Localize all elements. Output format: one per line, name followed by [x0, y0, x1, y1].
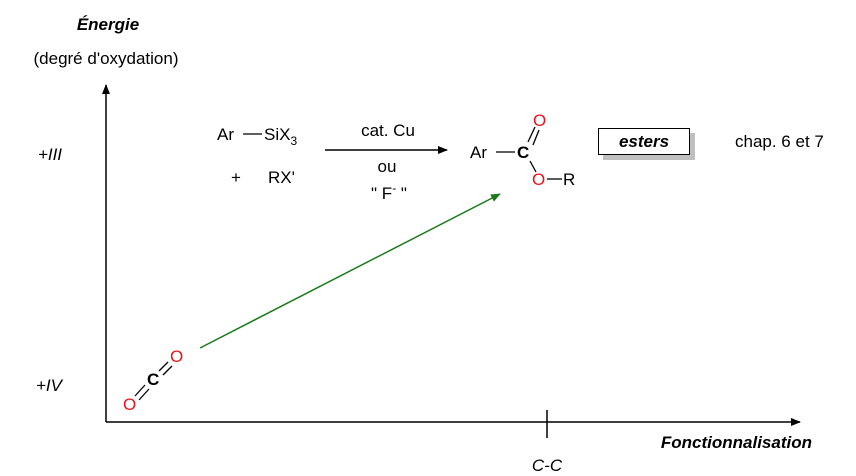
y-level-upper: +III — [38, 145, 62, 164]
x-tick-label: C-C — [532, 456, 563, 475]
product-carbon: C — [517, 143, 529, 162]
y-level-lower: +IV — [36, 376, 64, 395]
y-axis-subtitle: (degré d'oxydation) — [34, 49, 179, 68]
esters-badge-label: esters — [618, 131, 670, 151]
condition-bottom: " F- " — [371, 181, 407, 203]
co2-bond-right-b — [162, 365, 173, 376]
condition-middle: ou — [378, 157, 397, 176]
y-axis-title: Énergie — [77, 15, 139, 34]
reactant1-group: SiX3 — [264, 125, 297, 148]
plus-sign: + — [231, 168, 241, 187]
product-carbonyl-oxygen: O — [533, 111, 546, 130]
reactant2: RX' — [268, 168, 295, 187]
co2-oxygen-left: O — [123, 395, 136, 414]
condition-top: cat. Cu — [361, 121, 415, 140]
product-ester-bond — [529, 160, 537, 173]
product-carbonyl-bond-a — [527, 126, 536, 143]
co2-bond-right-a — [158, 361, 169, 372]
transformation-arrow — [199, 193, 501, 349]
product-alkyl: R — [563, 170, 575, 189]
product-ester-oxygen: O — [532, 170, 545, 189]
chapter-note: chap. 6 et 7 — [735, 132, 824, 151]
x-axis-title: Fonctionnalisation — [661, 433, 812, 452]
co2-carbon: C — [147, 370, 159, 389]
co2-bond-left-b — [138, 388, 150, 401]
esters-badge: esters — [598, 128, 690, 155]
co2-bond-left-a — [134, 384, 146, 397]
product-carbonyl-bond-b — [532, 129, 540, 146]
product-aryl: Ar — [470, 143, 487, 162]
co2-oxygen-right: O — [170, 347, 183, 366]
reactant1-aryl: Ar — [217, 125, 234, 144]
